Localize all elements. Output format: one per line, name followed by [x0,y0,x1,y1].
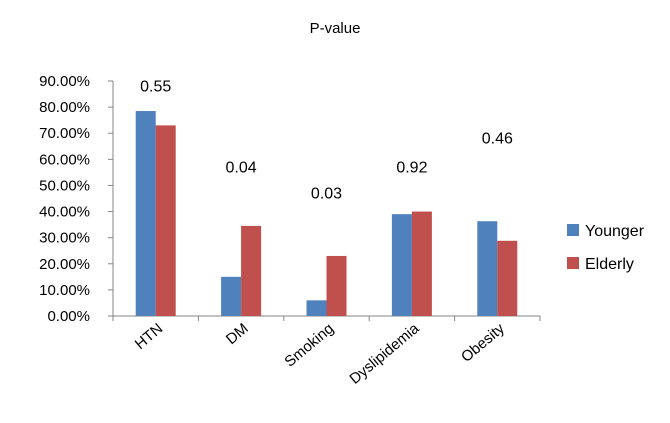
bar-elderly [155,125,176,316]
bar-younger [391,214,412,316]
y-tick-label: 40.00% [39,204,90,221]
y-tick-label: 70.00% [39,125,90,142]
bar-elderly [241,225,262,316]
x-tick-label: Dyslipidemia [346,320,423,388]
y-tick-label: 30.00% [39,230,90,247]
p-value-label: 0.03 [311,186,342,203]
y-tick-label: 50.00% [39,177,90,194]
legend-label-younger: Younger [585,223,645,240]
y-tick-label: 80.00% [39,99,90,116]
x-tick-label: HTN [132,320,167,353]
x-tick-label: DM [223,320,252,348]
bar-elderly [497,240,518,316]
p-value-label: 0.55 [140,78,171,95]
bar-elderly [326,255,347,316]
legend-swatch-elderly [567,257,579,269]
bar-elderly [411,211,432,316]
y-tick-label: 20.00% [39,256,90,273]
legend-swatch-younger [567,224,579,236]
bar-younger [221,276,242,316]
bar-younger [306,300,327,316]
legend-label-elderly: Elderly [585,256,634,273]
p-value-label: 0.46 [482,131,513,148]
y-tick-label: 60.00% [39,151,90,168]
bar-younger [135,111,156,317]
x-tick-label: Obesity [458,320,508,366]
y-tick-label: 0.00% [47,308,90,325]
bar-younger [477,221,498,316]
y-tick-label: 90.00% [39,73,90,90]
chart-title: P-value [309,20,361,37]
p-value-label: 0.04 [226,159,257,176]
y-tick-label: 10.00% [39,282,90,299]
p-value-label: 0.92 [396,159,427,176]
x-tick-label: Smoking [281,320,337,371]
